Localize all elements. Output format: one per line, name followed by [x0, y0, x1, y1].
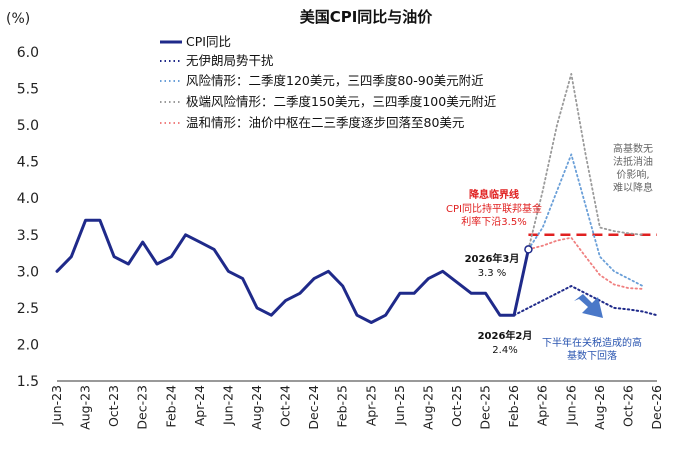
x-tick-label: Jun-25	[392, 385, 407, 426]
right-note-line2: 法抵消油	[613, 155, 653, 168]
right-note-line4: 难以降息	[613, 181, 653, 194]
chart-title: 美国CPI同比与油价	[300, 8, 434, 26]
y-tick-label: 4.5	[17, 155, 39, 171]
y-tick-label: 6.0	[17, 45, 39, 61]
x-tick-label: Aug-26	[592, 385, 607, 430]
x-tick-label: Oct-25	[449, 385, 464, 427]
series-no-iran-line	[513, 285, 658, 317]
arrow-note-line1: 下半年在关税造成的高	[542, 336, 642, 349]
x-tick-label: Feb-26	[506, 385, 521, 428]
x-tick-label: Dec-23	[135, 385, 150, 430]
x-tick-label: Feb-25	[335, 385, 350, 428]
series-cpi-line	[55, 218, 530, 324]
x-tick-label: Dec-24	[306, 385, 321, 430]
arrow-note-line2: 基数下回落	[567, 349, 617, 362]
threshold-note-line2: 利率下沿3.5%	[461, 215, 526, 228]
series-extreme-line	[527, 73, 644, 251]
right-note-line3: 价影响,	[616, 168, 649, 181]
x-tick-label: Jun-23	[49, 385, 64, 426]
y-tick-label: 4.0	[17, 191, 39, 207]
mar-2026-date-label: 2026年3月	[465, 252, 520, 265]
series-risk-line	[527, 153, 644, 287]
x-tick-label: Aug-25	[420, 385, 435, 430]
x-tick-label: Jun-24	[220, 385, 235, 426]
x-tick-label: Dec-25	[478, 385, 493, 430]
x-tick-label: Oct-23	[106, 385, 121, 427]
legend-label-cpi: CPI同比	[186, 34, 231, 49]
x-tick-label: Aug-23	[78, 385, 93, 430]
y-tick-label: 1.5	[17, 374, 39, 390]
x-tick-label: Apr-25	[363, 385, 378, 426]
y-tick-label: 5.0	[17, 118, 39, 134]
x-tick-label: Dec-26	[649, 385, 664, 430]
x-tick-label: Oct-26	[620, 385, 635, 427]
y-axis-unit: (%)	[6, 11, 30, 27]
legend-label-mild: 温和情形：油价中枢在二三季度逐步回落至80美元	[186, 115, 464, 130]
x-tick-label: Jun-26	[563, 385, 578, 426]
threshold-title: 降息临界线	[469, 188, 519, 201]
right-note-line1: 高基数无	[613, 142, 653, 155]
y-tick-label: 2.5	[17, 301, 39, 317]
feb-2026-value-label: 2.4%	[492, 345, 517, 356]
decline-arrow-icon	[574, 294, 603, 318]
y-tick-label: 2.0	[17, 337, 39, 353]
mar-2026-marker	[524, 245, 533, 254]
y-tick-label: 5.5	[17, 82, 39, 98]
x-tick-label: Apr-26	[535, 385, 550, 426]
legend-label-risk: 风险情形：二季度120美元，三四季度80-90美元附近	[186, 73, 484, 88]
threshold-note-line1: CPI同比持平联邦基金	[446, 202, 542, 215]
x-tick-label: Oct-24	[278, 385, 293, 427]
legend: CPI同比 无伊朗局势干扰 风险情形：二季度120美元，三四季度80-90美元附…	[160, 34, 497, 130]
x-tick-label: Apr-24	[192, 385, 207, 426]
x-tick-label: Aug-24	[249, 385, 264, 430]
series-mild-line	[527, 236, 644, 290]
x-tick-label: Feb-24	[163, 385, 178, 428]
y-tick-label: 3.5	[17, 228, 39, 244]
feb-2026-date-label: 2026年2月	[478, 329, 533, 342]
y-tick-label: 3.0	[17, 264, 39, 280]
mar-2026-value-label: 3.3 %	[478, 268, 507, 279]
legend-label-extreme: 极端风险情形：二季度150美元，三四季度100美元附近	[186, 94, 497, 109]
legend-label-no-iran: 无伊朗局势干扰	[186, 53, 274, 68]
